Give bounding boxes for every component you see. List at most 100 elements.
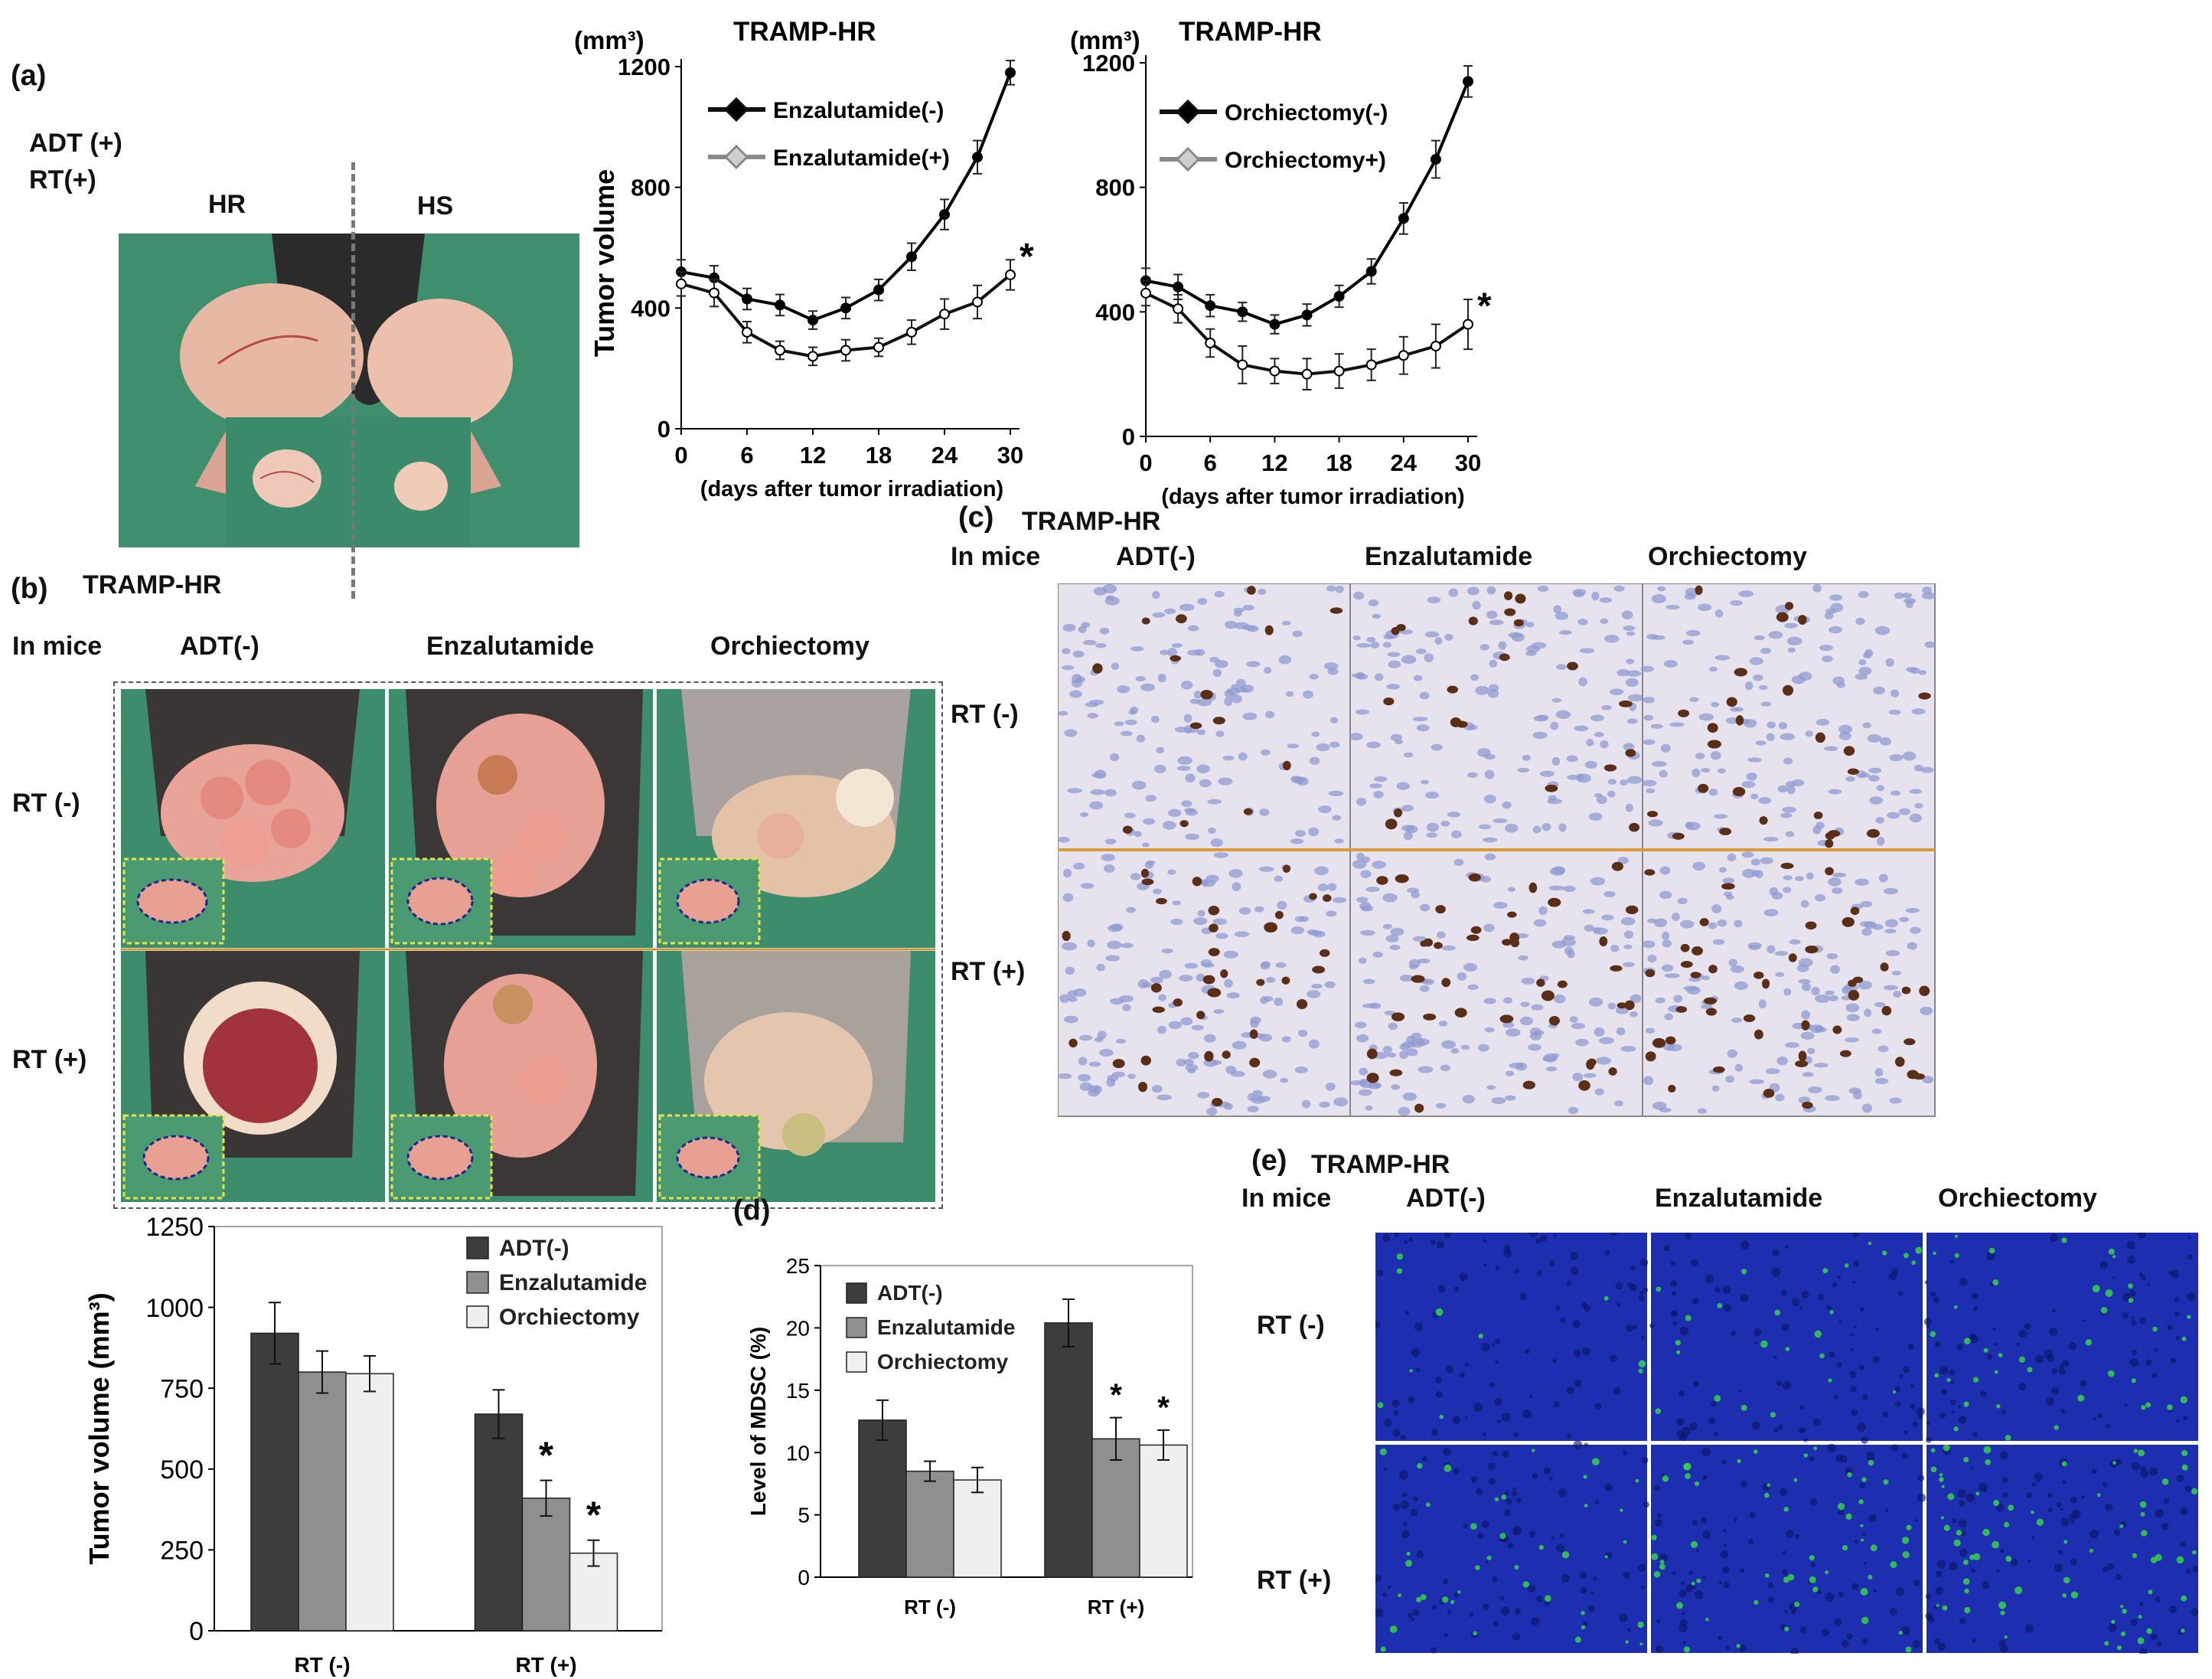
ihc-nucleus [1899,916,1910,923]
if-dark-region [2034,1472,2043,1482]
ihc-nucleus [1420,903,1431,912]
if-green-signal [2015,1586,2023,1595]
ihc-nucleus [1181,800,1192,808]
ihc-nucleus [1215,730,1225,737]
if-dark-region [1436,1240,1445,1249]
ihc-nucleus [1711,701,1720,707]
bar-adt-1 [1044,1322,1093,1578]
ihc-nucleus [1152,888,1162,895]
if-dark-region [1791,1297,1800,1306]
ihc-stained-cell [1545,784,1558,792]
if-green-signal [1574,1636,1581,1643]
ihc-stained-cell [1708,965,1718,974]
if-green-signal [2085,1339,2093,1346]
if-dark-region [1924,1280,1929,1285]
ihc-nucleus [1476,748,1491,757]
if-green-signal [1522,1581,1529,1588]
ihc-nucleus [1141,842,1150,848]
if-dark-region [1540,1234,1548,1242]
ihc-nucleus [1604,890,1616,897]
if-green-signal [1736,1644,1741,1648]
ihc-nucleus [1623,944,1633,949]
ihc-nucleus [1172,900,1182,906]
if-dark-region [1459,1272,1468,1282]
legend-swatch-2 [466,1305,489,1328]
ihc-nucleus [1594,731,1604,737]
ihc-stained-cell [1423,1013,1437,1021]
ihc-nucleus [1746,772,1757,781]
if-dark-region [2167,1325,2173,1331]
ihc-stained-cell [1274,910,1284,920]
if-green-signal [1860,1538,1865,1542]
if-dark-region [1411,1617,1415,1622]
ihc-nucleus [1064,729,1078,737]
ihc-nucleus [1292,776,1306,784]
data-point [840,302,851,314]
ihc-nucleus [1089,801,1104,810]
ihc-nucleus [1359,1079,1368,1086]
if-dark-region [1926,1421,1931,1426]
if-dark-region [1672,1321,1678,1326]
ihc-nucleus [1807,1086,1822,1093]
if-green-signal [2000,1610,2005,1615]
if-dark-region [1958,1416,1967,1424]
if-dark-region [1912,1639,1921,1648]
y-tick-label: 800 [1095,175,1135,201]
if-dark-region [1767,1582,1774,1589]
if-dark-region [2174,1296,2180,1302]
if-dark-region [1685,1233,1692,1240]
if-green-signal [1898,1631,1903,1635]
ihc-stained-cell [1880,962,1889,972]
ihc-nucleus [1352,635,1361,641]
ihc-nucleus [1655,997,1666,1004]
ihc-nucleus [1185,1063,1199,1072]
legend-marker-1 [1175,146,1201,172]
bar-enzalutamide-0 [905,1470,954,1578]
ihc-stained-cell [1825,839,1834,848]
ihc-nucleus [1365,887,1380,893]
ihc-nucleus [1085,702,1098,707]
data-point [1237,359,1248,371]
bar-orchiectomy-0 [953,1479,1002,1578]
if-dark-region [2154,1348,2158,1352]
ihc-nucleus [1898,808,1911,815]
if-green-signal [1868,1459,1874,1466]
panel-c-letter: (c) [958,501,994,534]
ihc-nucleus [1594,792,1603,799]
if-dark-region [2108,1623,2117,1632]
if-green-signal [1604,1555,1608,1559]
if-dark-region [1902,1366,1910,1374]
if-dark-region [1543,1467,1551,1475]
if-dark-region [2176,1419,2180,1423]
if-dark-region [1970,1466,1974,1470]
if-green-signal [1470,1523,1477,1530]
if-dark-region [2141,1275,2146,1280]
if-dark-region [2122,1312,2129,1319]
ihc-nucleus [1891,970,1901,975]
if-dark-region [1862,1531,1867,1536]
if-dark-region [2112,1276,2116,1279]
if-green-signal [2120,1631,2126,1637]
legend-marker-0 [723,96,749,122]
ihc-nucleus [1323,662,1339,671]
if-dark-region [1799,1405,1804,1410]
ihc-nucleus [1087,713,1098,719]
if-dark-region [1773,1355,1778,1360]
ihc-nucleus [1682,639,1694,645]
if-green-signal [2100,1307,2108,1314]
ihc-nucleus [1855,617,1865,626]
data-point [775,345,785,356]
if-dark-region [1777,1424,1783,1430]
if-green-signal [1499,1533,1506,1540]
if-green-signal [1501,1494,1506,1500]
if-dark-region [1391,1399,1400,1407]
y-tick-label: 0 [657,416,670,443]
ihc-nucleus [1281,1036,1291,1043]
if-dark-region [1452,1415,1461,1424]
if-dark-region [1748,1539,1754,1545]
if-dark-region [1894,1400,1901,1407]
ihc-nucleus [1607,790,1616,798]
ihc-nucleus [1768,631,1783,639]
bar-enzalutamide-1 [521,1498,571,1632]
ihc-nucleus [1242,712,1258,720]
